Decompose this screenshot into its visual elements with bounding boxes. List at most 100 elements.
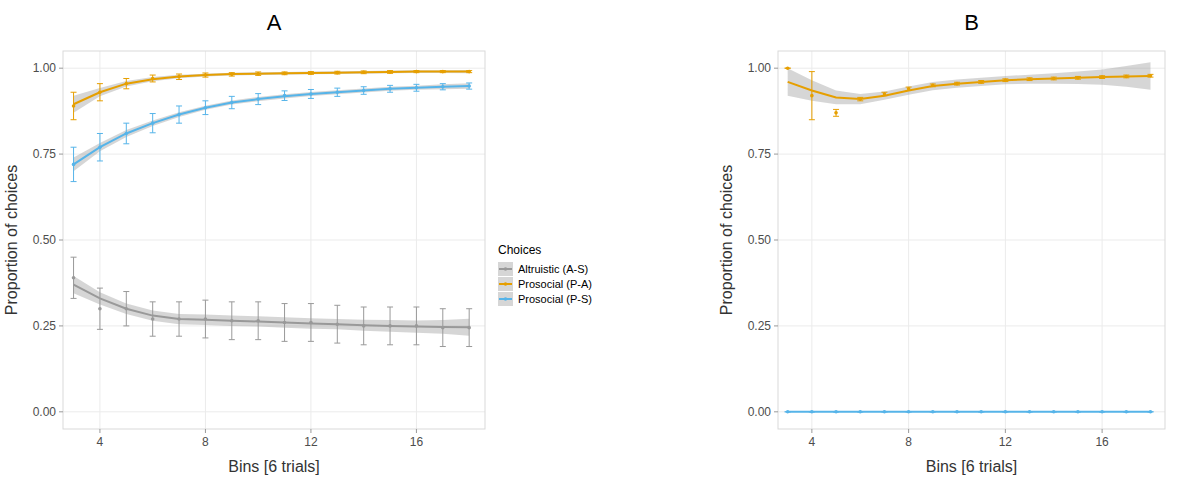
legend-key-bg <box>498 292 513 306</box>
data-point <box>415 70 419 74</box>
error-bar <box>334 305 340 343</box>
x-grid-line <box>416 51 417 429</box>
confidence-ribbon <box>788 411 1151 412</box>
error-bar <box>440 309 446 347</box>
y-grid-line <box>63 154 485 155</box>
error-bar <box>97 133 103 160</box>
error-bar <box>176 106 182 123</box>
data-point <box>1125 410 1129 414</box>
data-point <box>204 106 208 110</box>
y-tick-label: 0.25 <box>748 319 772 333</box>
data-point <box>309 71 313 75</box>
y-grid-line <box>778 240 1165 241</box>
error-bar <box>255 94 261 105</box>
data-point <box>1149 410 1153 414</box>
x-grid-line <box>1005 51 1006 429</box>
data-point <box>467 326 471 330</box>
y-grid-line <box>778 68 1165 69</box>
panel-title: B <box>964 10 979 35</box>
y-tick <box>59 68 63 69</box>
panel-title: A <box>267 10 282 35</box>
fit-line <box>788 411 1151 413</box>
error-bar <box>308 72 314 75</box>
error-bar <box>229 96 235 108</box>
error-bar <box>387 71 393 74</box>
data-point <box>979 80 983 84</box>
data-point <box>810 94 814 98</box>
data-point <box>931 84 935 88</box>
x-tick <box>310 429 311 433</box>
legend-key-point <box>504 267 508 271</box>
error-bar <box>334 88 340 96</box>
error-bar <box>1147 74 1153 77</box>
error-bar <box>413 71 419 73</box>
y-tick <box>774 240 778 241</box>
data-group <box>785 62 1154 413</box>
error-bar <box>282 72 288 75</box>
data-point <box>786 66 790 70</box>
x-axis-label: Bins [6 trials] <box>926 458 1018 475</box>
data-point <box>1004 410 1008 414</box>
x-tick-label: 8 <box>202 435 209 449</box>
data-point <box>336 322 340 326</box>
y-tick-label: 0.00 <box>33 405 57 419</box>
error-bar <box>282 91 288 101</box>
error-bar <box>123 292 129 326</box>
legend-label: Prosocial (P-A) <box>518 278 592 290</box>
error-bar <box>954 82 960 85</box>
data-point <box>1125 75 1129 79</box>
error-bar <box>361 307 367 345</box>
data-point <box>858 410 862 414</box>
error-bar <box>71 257 77 298</box>
data-point <box>362 324 366 328</box>
error-bar <box>387 85 393 92</box>
data-point <box>441 85 445 89</box>
legend-key-bg <box>498 262 513 276</box>
error-bar <box>334 71 340 74</box>
x-tick-label: 12 <box>304 435 318 449</box>
data-point <box>1004 78 1008 82</box>
data-point <box>230 101 234 105</box>
y-axis-label: Proportion of choices <box>718 165 735 315</box>
error-bar <box>176 302 182 336</box>
data-group <box>71 70 473 347</box>
y-tick <box>774 411 778 412</box>
y-tick-label: 0.75 <box>33 147 57 161</box>
x-grid-line <box>1102 51 1103 429</box>
data-point <box>1028 77 1032 81</box>
x-tick <box>1005 429 1006 433</box>
data-point <box>151 121 155 125</box>
error-bar <box>176 74 182 79</box>
error-bar <box>229 302 235 340</box>
error-bar <box>1051 77 1057 80</box>
x-tick-label: 4 <box>809 435 816 449</box>
data-point <box>125 82 129 86</box>
data-point <box>955 410 959 414</box>
error-bar <box>123 78 129 88</box>
data-point <box>283 321 287 325</box>
error-bar <box>881 92 887 95</box>
x-grid-line <box>99 51 100 429</box>
legend-key-line <box>499 268 512 270</box>
error-bar <box>387 307 393 345</box>
data-point <box>858 97 862 101</box>
data-point <box>230 73 234 77</box>
y-grid-line <box>778 154 1165 155</box>
error-bar <box>202 300 208 338</box>
error-bar <box>97 84 103 101</box>
data-point <box>979 410 983 414</box>
error-bar <box>930 84 936 87</box>
plot-frame <box>778 51 1165 429</box>
data-point <box>907 410 911 414</box>
x-tick-label: 16 <box>410 435 424 449</box>
data-point <box>283 94 287 98</box>
error-bar <box>978 81 984 84</box>
error-bar <box>308 89 314 98</box>
error-bar <box>1002 79 1008 82</box>
y-grid-line <box>63 68 485 69</box>
y-tick-label: 1.00 <box>748 61 772 75</box>
panel: 0.000.250.500.751.00481216ABins [6 trial… <box>3 10 485 475</box>
x-grid-line <box>908 51 909 429</box>
data-point <box>230 319 234 323</box>
error-bar <box>229 73 235 76</box>
